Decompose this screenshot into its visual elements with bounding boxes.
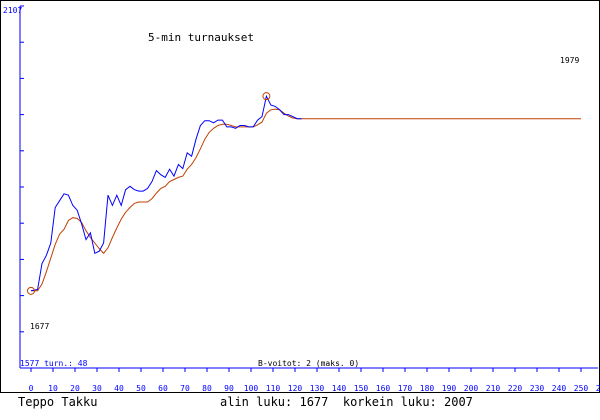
x-tick-labels: 0 10 20 30 40 50 60 70 80 90 100 110 120 130 140 150 160… xyxy=(29,384,600,393)
y-max-label: 2107 xyxy=(3,6,22,15)
x-tick-label-5: 50 xyxy=(136,384,146,393)
x-tick-label-3: 30 xyxy=(92,384,102,393)
x-tick-label-20: 200 xyxy=(464,384,479,393)
x-tick-label-8: 80 xyxy=(202,384,212,393)
chart-title: 5-min turnaukset xyxy=(148,31,254,44)
tournaments-count: 1577 turn.: 48 xyxy=(20,359,88,368)
player-name: Teppo Takku xyxy=(18,395,98,409)
series-line-average xyxy=(31,108,581,292)
x-tick-label-0: 0 xyxy=(29,384,34,393)
x-tick-label-17: 170 xyxy=(398,384,413,393)
x-tick-label-1: 10 xyxy=(48,384,58,393)
x-tick-label-18: 180 xyxy=(420,384,435,393)
x-tick-label-16: 160 xyxy=(376,384,391,393)
axes xyxy=(19,6,598,369)
x-tick-label-14: 140 xyxy=(332,384,347,393)
marker-0 xyxy=(27,286,35,295)
x-tick-label-12: 120 xyxy=(288,384,303,393)
min-label: alin luku: xyxy=(220,395,293,409)
x-tick-label-15: 150 xyxy=(354,384,369,393)
x-tick-label-23: 230 xyxy=(530,384,545,393)
x-tick-label-10: 100 xyxy=(244,384,259,393)
x-tick-label-7: 70 xyxy=(180,384,190,393)
x-tick-label-4: 40 xyxy=(114,384,124,393)
x-tick-label-26: 260 xyxy=(596,384,600,393)
x-tick-label-24: 240 xyxy=(552,384,567,393)
x-tick-label-2: 20 xyxy=(70,384,80,393)
min-value-label: 1677 xyxy=(30,322,49,331)
x-tick-label-6: 60 xyxy=(158,384,168,393)
series-line-rating xyxy=(30,94,302,292)
min-value: 1677 xyxy=(299,395,329,409)
current-value-label: 1979 xyxy=(560,56,579,65)
series xyxy=(30,94,581,292)
x-tick-label-21: 210 xyxy=(486,384,501,393)
x-tick-label-13: 130 xyxy=(310,384,325,393)
x-tick-label-19: 190 xyxy=(442,384,457,393)
x-tick-label-22: 220 xyxy=(508,384,523,393)
b-wins-label: B-voitot: 2 (maks. 0) xyxy=(258,359,359,368)
max-value: 2007 xyxy=(444,395,473,409)
x-tick-label-11: 110 xyxy=(266,384,281,393)
tick-marks xyxy=(20,5,582,372)
rating-range: alin luku: 1677 korkein luku: 2007 xyxy=(220,395,473,409)
markers xyxy=(27,92,271,295)
x-tick-label-9: 90 xyxy=(224,384,234,393)
marker-1 xyxy=(262,92,271,101)
max-label: korkein luku: xyxy=(342,395,437,409)
x-tick-label-25: 250 xyxy=(574,384,589,393)
